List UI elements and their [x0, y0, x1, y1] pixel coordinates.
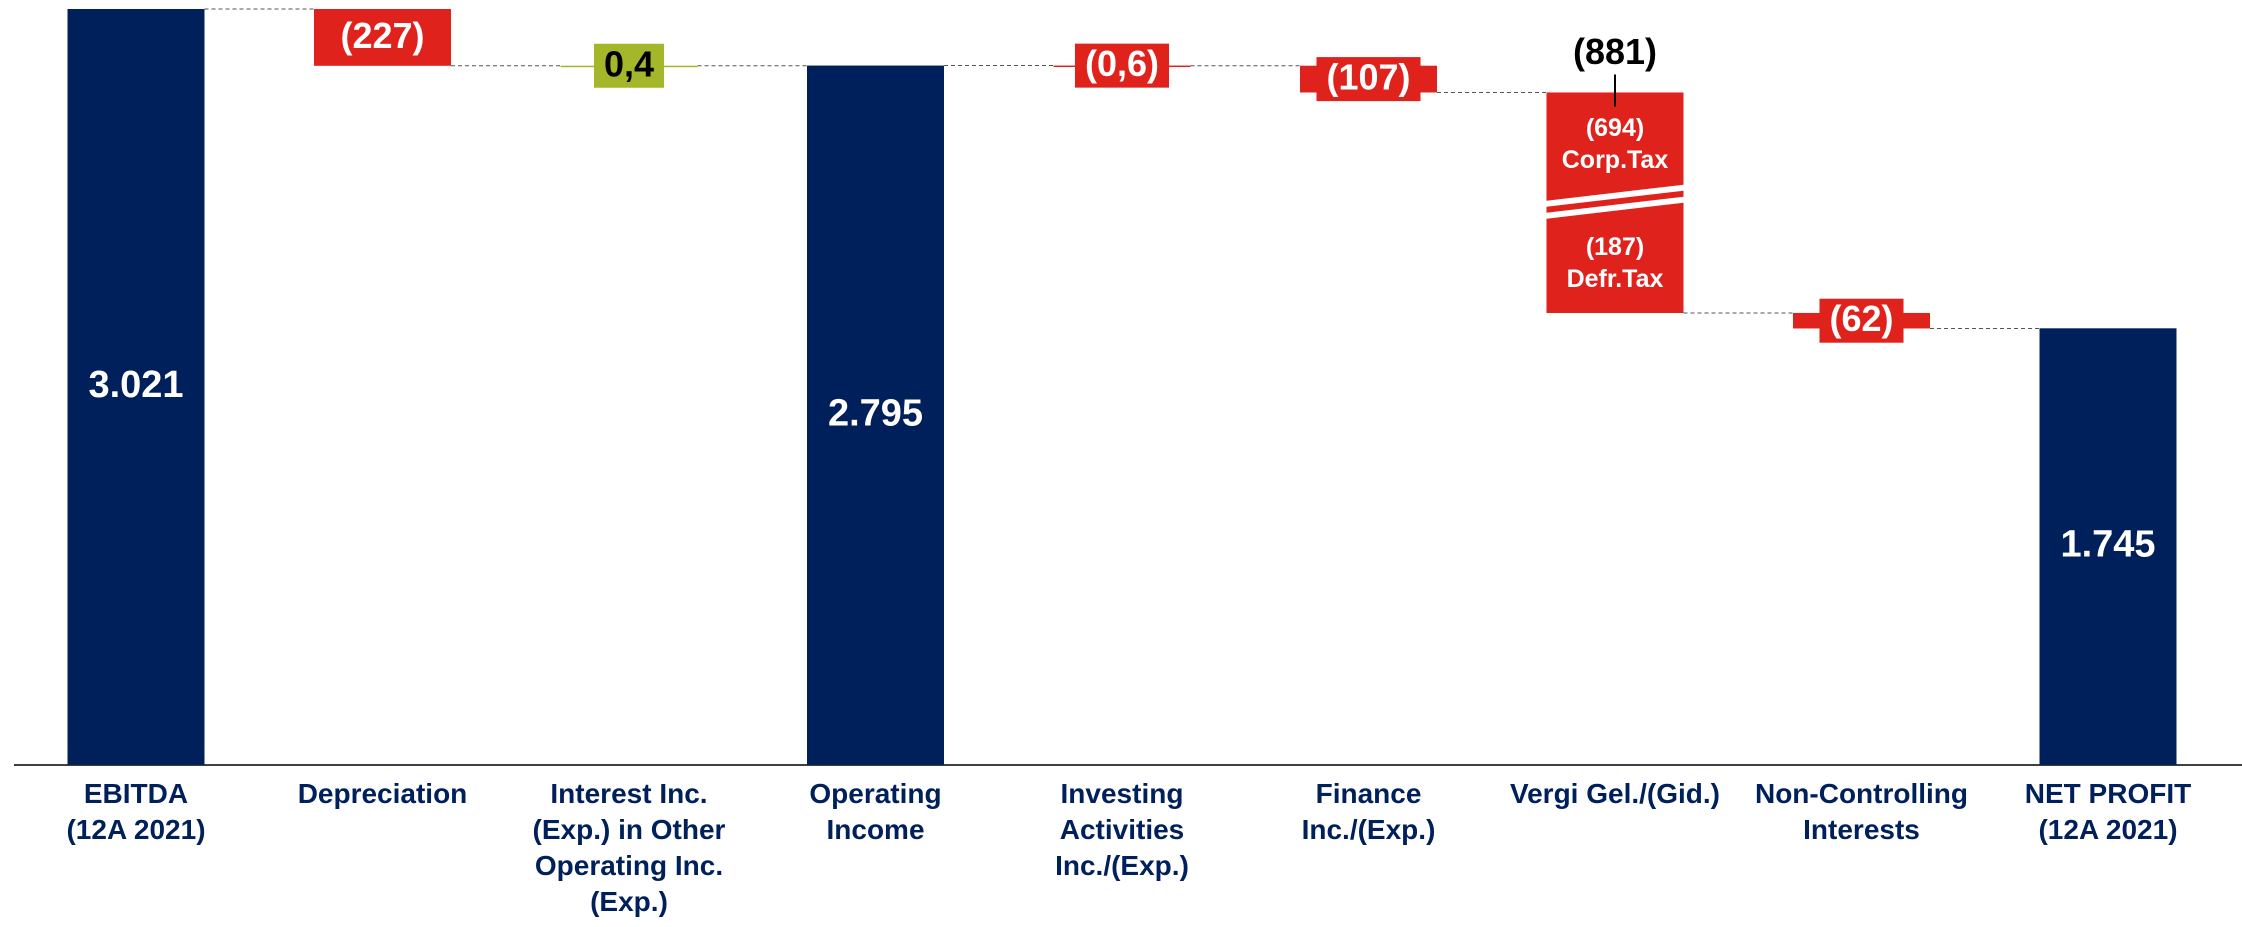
- label-box: [593, 43, 665, 88]
- value-label: 3.021: [88, 364, 183, 406]
- break: [1546, 196, 1684, 219]
- value-label: (62): [1829, 298, 1893, 339]
- value-label: (107): [1326, 57, 1410, 98]
- bar: [314, 9, 451, 66]
- x-tick-label: Operating Income: [809, 778, 942, 845]
- x-tick-label: Depreciation: [297, 778, 468, 809]
- label-box: [1819, 298, 1904, 343]
- label-box: [1316, 57, 1421, 102]
- break: [1546, 184, 1684, 207]
- x-tick-label: Interest Inc. (Exp.) in Other Operating …: [532, 778, 726, 917]
- component-name: Corp.Tax: [1562, 146, 1669, 174]
- component-name: Defr.Tax: [1567, 265, 1664, 293]
- x-tick-label: Vergi Gel./(Gid.): [1509, 778, 1721, 809]
- component-bar: [1546, 92, 1684, 267]
- value-label: (227): [340, 15, 424, 56]
- x-tick-label: Non-Controlling Interests: [1754, 778, 1969, 845]
- component-value: (187): [1586, 233, 1644, 261]
- value-label: (881): [1573, 31, 1657, 72]
- value-label: 0,4: [604, 43, 654, 84]
- value-label: 1.745: [2060, 524, 2155, 566]
- x-tick-label: Finance Inc./(Exp.): [1301, 778, 1436, 845]
- bar: [807, 65, 944, 766]
- bar: [67, 9, 205, 765]
- bar: [2039, 328, 2177, 765]
- x-tick-label: Investing Activities Inc./(Exp.): [1055, 778, 1189, 881]
- component-bar: [1546, 266, 1684, 313]
- value-label: (0,6): [1085, 43, 1159, 84]
- chart: 3.021 (227) 0,4 2.795 (0,6) (107) (694) Corp.Ta…: [14, 8, 2242, 766]
- label-box: [1074, 43, 1170, 88]
- component-value: (694): [1586, 114, 1644, 142]
- value-label: 2.795: [828, 392, 923, 434]
- x-tick-label: EBITDA (12A 2021): [66, 778, 206, 845]
- x-tick-label: NET PROFIT (12A 2021): [2024, 778, 2192, 845]
